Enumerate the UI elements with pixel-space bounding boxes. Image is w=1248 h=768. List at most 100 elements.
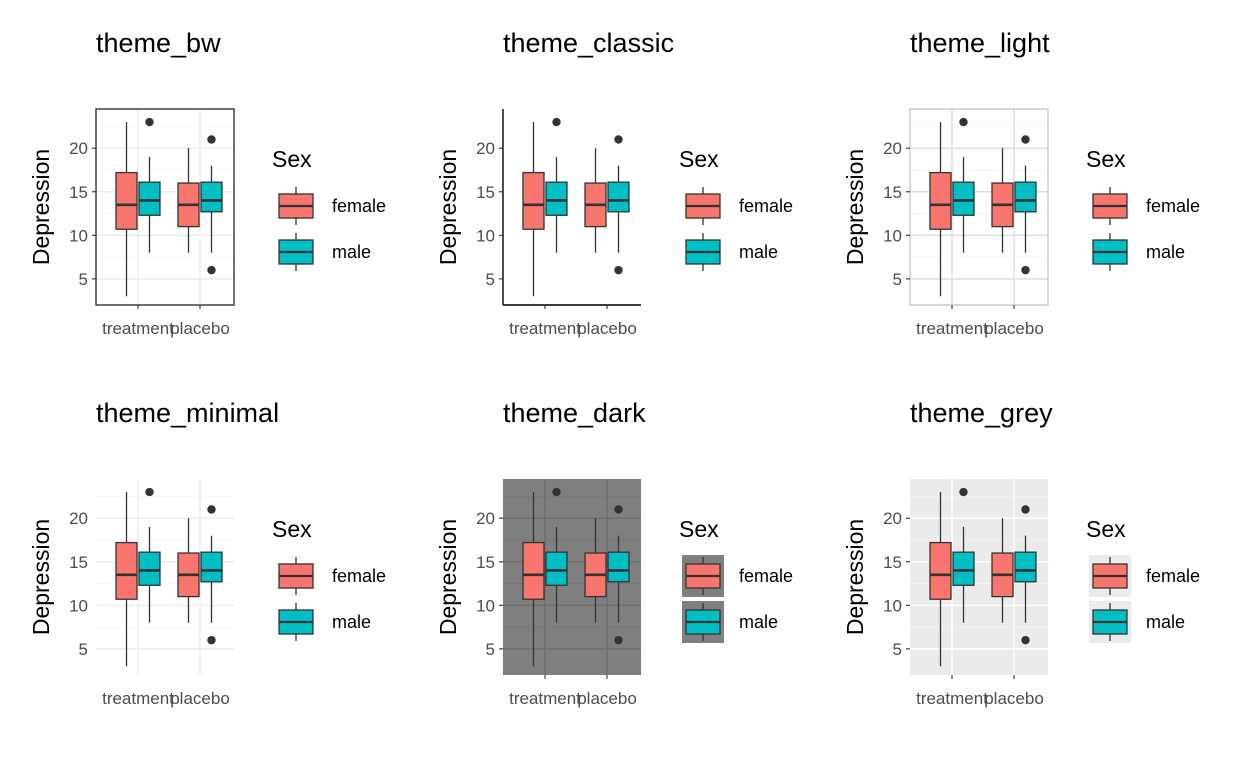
legend-label: male (739, 612, 778, 632)
box-body (115, 171, 138, 230)
legend-title: Sex (1086, 516, 1126, 542)
legend-key-female (1089, 555, 1131, 597)
legend-label: female (739, 196, 793, 216)
legend: Sex female male (272, 516, 386, 641)
outlier-point (145, 487, 154, 497)
box-male-treatment (138, 487, 161, 623)
outlier-point (207, 505, 216, 514)
outlier-point (207, 635, 216, 645)
y-tick-label: 20 (883, 509, 902, 528)
legend: Sex female male (1085, 516, 1200, 643)
box-body (952, 181, 975, 216)
x-tick-label: placebo (984, 689, 1044, 708)
box-female-placebo (177, 148, 200, 253)
outlier-point (1021, 635, 1030, 645)
outlier-point (552, 487, 561, 497)
box-female-placebo (584, 148, 607, 253)
y-axis-title: Depression (435, 149, 461, 265)
box-female-placebo (584, 518, 607, 623)
x-tick-label: placebo (984, 319, 1044, 338)
outlier-point (614, 135, 623, 144)
outlier-point (1021, 265, 1030, 275)
box-female-placebo (991, 518, 1014, 623)
box-male-placebo (1014, 505, 1037, 645)
box-male-placebo (1014, 135, 1037, 275)
y-axis-title: Depression (28, 519, 54, 635)
box-female-treatment (929, 122, 952, 297)
box-male-treatment (952, 117, 975, 253)
legend-label: male (1146, 242, 1185, 262)
box-body (522, 171, 545, 230)
y-tick-label: 10 (476, 596, 495, 615)
legend-key-male (1089, 231, 1131, 273)
panel-title: theme_dark (503, 398, 646, 428)
outlier-point (207, 135, 216, 144)
box-female-placebo (177, 518, 200, 623)
y-tick-label: 20 (69, 509, 88, 528)
box-female-treatment (522, 492, 545, 667)
box-body (1014, 181, 1037, 213)
legend-key-male (1089, 601, 1131, 643)
outlier-point (552, 117, 561, 127)
y-tick-label: 10 (883, 226, 902, 245)
y-tick-label: 10 (476, 226, 495, 245)
y-tick-label: 5 (79, 270, 88, 289)
box-body (545, 181, 568, 216)
legend-label: male (332, 242, 371, 262)
box-body (607, 551, 630, 583)
legend-label: female (332, 196, 386, 216)
panel-title: theme_bw (96, 28, 221, 58)
box-body (952, 551, 975, 586)
legend-title: Sex (679, 516, 719, 542)
box-body (115, 541, 138, 600)
outlier-point (614, 505, 623, 514)
x-tick-label: treatment (509, 319, 581, 338)
y-tick-label: 20 (69, 139, 88, 158)
x-tick-label: treatment (916, 689, 988, 708)
y-tick-label: 10 (883, 596, 902, 615)
box-body (138, 551, 161, 586)
panel-border (909, 108, 1049, 306)
legend-title: Sex (679, 146, 719, 172)
legend-label: male (739, 242, 778, 262)
y-tick-label: 20 (476, 509, 495, 528)
legend-key-female (278, 557, 314, 595)
box-body (522, 541, 545, 600)
box-male-treatment (952, 487, 975, 623)
y-axis-title: Depression (435, 519, 461, 635)
y-tick-label: 5 (893, 640, 902, 659)
x-tick-label: treatment (102, 689, 174, 708)
y-tick-label: 20 (476, 139, 495, 158)
box-body (545, 551, 568, 586)
outlier-point (145, 117, 154, 127)
legend-label: male (332, 612, 371, 632)
box-male-treatment (545, 117, 568, 253)
legend-title: Sex (272, 146, 312, 172)
y-tick-label: 20 (883, 139, 902, 158)
outlier-point (959, 487, 968, 497)
x-tick-label: placebo (577, 689, 637, 708)
box-body (200, 551, 223, 583)
box-body (607, 181, 630, 213)
box-female-treatment (115, 492, 138, 667)
legend-label: female (1146, 566, 1200, 586)
box-body (138, 181, 161, 216)
box-male-placebo (200, 135, 223, 275)
box-body (200, 181, 223, 213)
box-male-placebo (200, 505, 223, 645)
panel-border (95, 108, 235, 306)
legend-label: female (739, 566, 793, 586)
y-tick-label: 10 (69, 226, 88, 245)
legend-key-female (682, 555, 724, 597)
y-tick-label: 15 (476, 183, 495, 202)
panel-title: theme_classic (503, 28, 674, 58)
y-tick-label: 10 (69, 596, 88, 615)
legend-key-male (275, 231, 317, 273)
outlier-point (614, 265, 623, 275)
